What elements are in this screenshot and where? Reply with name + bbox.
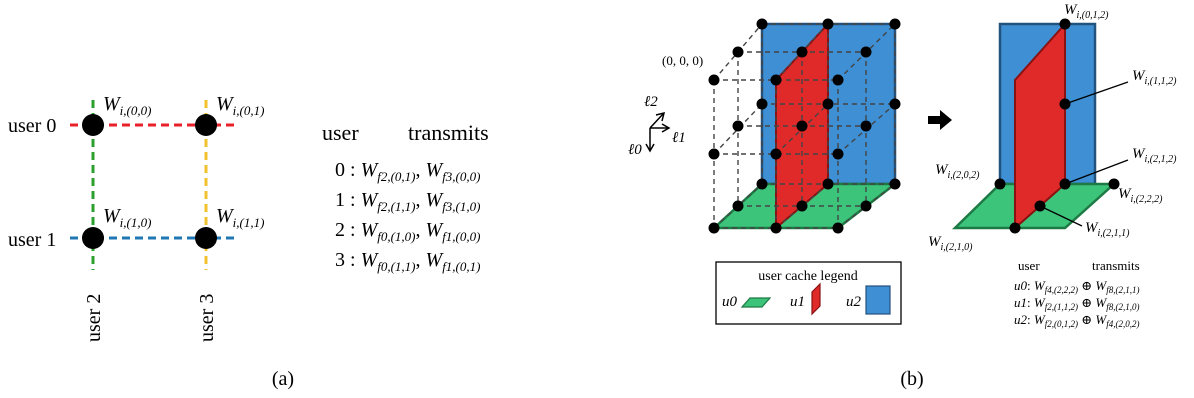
legend-u1-label: u1 — [790, 294, 805, 310]
label-w222: Wi,(2,2,2) — [1118, 186, 1163, 205]
user2-label: user 2 — [83, 294, 105, 342]
axis-l1-label: ℓ1 — [672, 130, 686, 146]
origin-label: (0, 0, 0) — [662, 53, 703, 68]
right-arrow-icon — [928, 110, 952, 130]
user0-label: user 0 — [8, 115, 56, 137]
table-b-rows: u0: Wf4,(2,2,2) ⊕ Wf8,(2,1,1) u1: Wf2,(1… — [1014, 278, 1139, 329]
label-w202: Wi,(2,0,2) — [935, 162, 980, 181]
legend-title: user cache legend — [758, 269, 858, 284]
table-b-row: u0: Wf4,(2,2,2) ⊕ Wf8,(2,1,1) — [1014, 278, 1139, 295]
table-a-rows: 0 : Wf2,(0,1), Wf3,(0,0) 1 : Wf2,(1,1), … — [335, 159, 480, 274]
table-b-row: u1: Wf2,(1,1,2) ⊕ Wf8,(2,1,0) — [1014, 295, 1139, 312]
legend-u0-label: u0 — [722, 294, 738, 310]
node-01-label: Wi,(0,1) — [216, 93, 264, 118]
table-a-header-transmits: transmits — [408, 120, 489, 145]
legend-u1-swatch — [811, 282, 821, 316]
caption-a: (a) — [272, 368, 294, 390]
node-11-label: Wi,(1,1) — [216, 205, 264, 230]
node-10-label: Wi,(1,0) — [103, 205, 151, 230]
label-w112: Wi,(1,1,2) — [1132, 68, 1177, 87]
panel-a: user 0 user 1 user 2 user 3 Wi,(0,0) Wi,… — [8, 93, 489, 390]
user3-label: user 3 — [196, 294, 218, 342]
cube-points — [708, 18, 901, 234]
legend-u2-label: u2 — [846, 294, 862, 310]
node-11 — [195, 227, 217, 249]
table-b-header-user: user — [1018, 258, 1040, 273]
table-a-header-user: user — [322, 120, 359, 145]
node-00 — [82, 114, 104, 136]
table-a-row: 0 : Wf2,(0,1), Wf3,(0,0) — [335, 159, 480, 184]
user1-label: user 1 — [8, 229, 56, 251]
axis-indicator — [645, 111, 671, 153]
table-b-header-transmits: transmits — [1092, 258, 1140, 273]
table-a-row: 1 : Wf2,(1,1), Wf3,(1,0) — [335, 189, 480, 214]
panel-b-planes: Wi,(0,1,2) Wi,(1,1,2) Wi,(2,1,2) Wi,(2,0… — [900, 2, 1177, 390]
label-w210: Wi,(2,1,0) — [928, 234, 973, 253]
table-b-row: u2: Wf2,(0,1,2) ⊕ Wf4,(2,0,2) — [1014, 312, 1139, 329]
legend-u0-swatch — [740, 297, 772, 308]
axis-l2-label: ℓ2 — [644, 94, 658, 110]
label-w211: Wi,(2,1,1) — [1085, 220, 1130, 239]
legend-u2-swatch — [865, 285, 891, 315]
node-00-label: Wi,(0,0) — [103, 93, 151, 118]
plane-leaders — [1039, 81, 1129, 227]
table-a-row: 3 : Wf0,(1,1), Wf1,(0,1) — [335, 249, 480, 274]
node-01 — [195, 114, 217, 136]
axis-l0-label: ℓ0 — [628, 142, 642, 158]
caption-b: (b) — [900, 368, 923, 390]
label-w012: Wi,(0,1,2) — [1064, 2, 1109, 21]
panel-b-cube: (0, 0, 0) ℓ2 ℓ1 ℓ0 user cache legend u0 … — [628, 18, 902, 325]
label-w212: Wi,(2,1,2) — [1132, 146, 1177, 165]
table-a-row: 2 : Wf0,(1,0), Wf1,(0,0) — [335, 219, 480, 244]
node-10 — [82, 227, 104, 249]
